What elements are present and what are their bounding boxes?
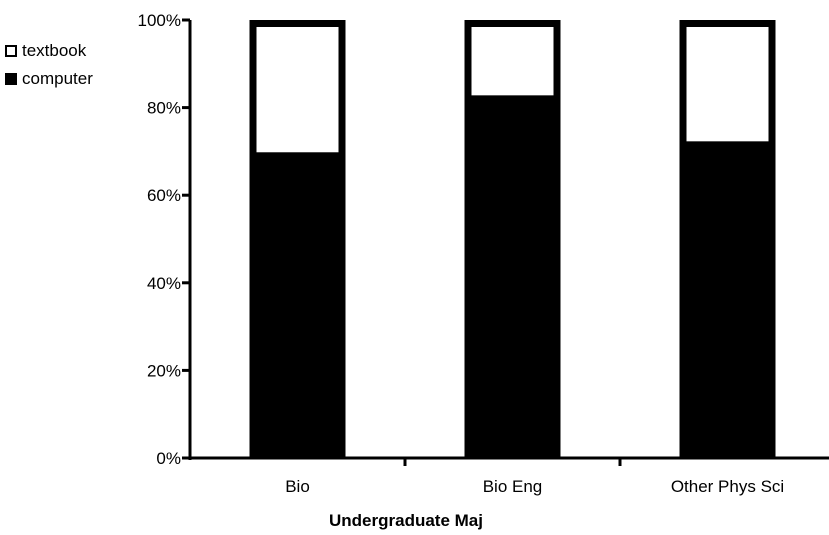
x-tick-label-bio-eng: Bio Eng bbox=[483, 477, 543, 496]
y-tick-label-0: 0% bbox=[156, 449, 181, 468]
bar-computer-bio bbox=[249, 155, 346, 458]
bar-textbook-bio bbox=[249, 20, 346, 160]
bar-textbook-bio-eng bbox=[464, 20, 561, 103]
y-tick-label-100: 100% bbox=[138, 11, 181, 30]
y-tick-label-20: 20% bbox=[147, 361, 181, 380]
bar-computer-other-phys-sci bbox=[679, 144, 776, 458]
axes-layer: 0% 20% 40% 60% 80% 100% Bio Bio Eng Other Phys S… bbox=[138, 11, 829, 496]
bars-layer bbox=[249, 20, 776, 458]
legend-label-computer: computer bbox=[22, 69, 93, 88]
legend-label-textbook: textbook bbox=[22, 41, 87, 60]
legend-swatch-textbook bbox=[5, 45, 17, 57]
x-tick-label-bio: Bio bbox=[285, 477, 310, 496]
x-tick-label-other-phys-sci: Other Phys Sci bbox=[671, 477, 784, 496]
y-tick-label-40: 40% bbox=[147, 274, 181, 293]
bar-textbook-other-phys-sci bbox=[679, 20, 776, 149]
y-tick-label-80: 80% bbox=[147, 99, 181, 118]
bar-computer-bio-eng bbox=[464, 98, 561, 458]
y-tick-label-60: 60% bbox=[147, 186, 181, 205]
legend-swatch-computer bbox=[5, 73, 17, 85]
legend: textbook computer bbox=[5, 41, 93, 88]
x-axis-title: Undergraduate Maj bbox=[329, 511, 483, 530]
